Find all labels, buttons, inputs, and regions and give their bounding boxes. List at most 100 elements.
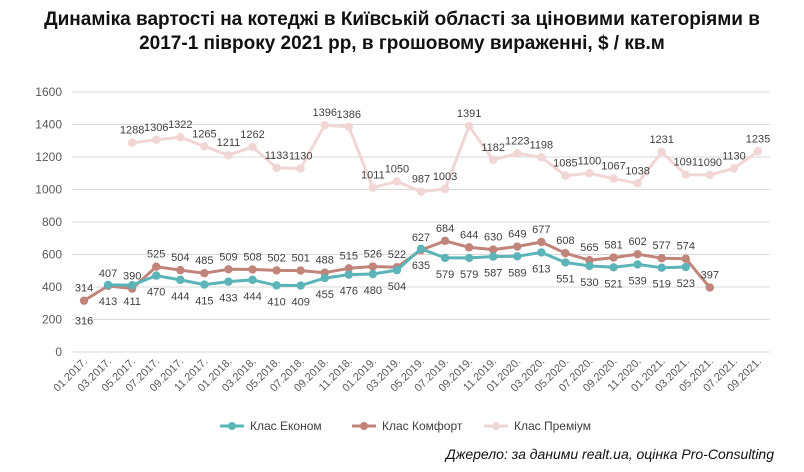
y-tick-label: 1600 [35, 85, 62, 99]
data-label: 551 [556, 273, 574, 285]
series-1-point [633, 249, 642, 259]
legend-label: Клас Комфорт [382, 419, 463, 433]
series-0-point [416, 244, 426, 254]
data-label: 1396 [312, 107, 336, 119]
data-label: 501 [291, 253, 309, 265]
series-1-point [561, 249, 570, 258]
y-tick-label: 1000 [35, 183, 62, 197]
series-2-point [296, 164, 305, 173]
data-label: 627 [412, 232, 430, 244]
data-label: 613 [532, 263, 550, 275]
series-2-point [320, 120, 329, 130]
data-label: 1288 [120, 125, 144, 137]
data-label: 630 [484, 232, 502, 244]
series-0-point [561, 258, 570, 267]
series-0-point [537, 248, 546, 257]
series-2-point [609, 174, 618, 183]
series-0-point [440, 253, 450, 263]
series-2-point [537, 153, 546, 162]
data-label: 433 [219, 293, 237, 305]
series-2-point [176, 132, 185, 142]
data-label: 1386 [337, 109, 361, 121]
data-label: 476 [340, 286, 358, 298]
y-tick-label: 0 [55, 345, 62, 359]
chart-title: Динаміка вартості на котеджі в Київській… [0, 8, 804, 56]
chart-title-line-1: Динаміка вартості на котеджі в Київській… [44, 9, 760, 30]
series-0-point [368, 269, 378, 279]
data-label: 1050 [385, 163, 409, 175]
data-label: 1011 [361, 170, 385, 182]
data-label: 515 [340, 250, 358, 262]
series-0-point [489, 252, 498, 261]
data-label: 314 [75, 283, 93, 295]
series-1-point [681, 254, 690, 263]
data-label: 1003 [433, 171, 457, 183]
series-2-point [753, 147, 763, 156]
data-label: 444 [243, 291, 261, 303]
series-1-point [368, 262, 378, 271]
data-label: 390 [123, 271, 141, 283]
x-axis: 01.2017.03.2017.05.2017.07.2017.09.2017.… [51, 356, 764, 395]
data-label: 579 [460, 269, 478, 281]
series-2-point [272, 163, 281, 173]
series-2-point [513, 149, 522, 158]
data-label: 470 [147, 287, 165, 299]
data-label: 1090 [698, 157, 722, 169]
data-label: 581 [604, 240, 622, 252]
data-label: 577 [653, 240, 671, 252]
series-0-point [176, 275, 185, 285]
data-label: 407 [99, 268, 117, 280]
data-label: 1211 [217, 137, 241, 149]
data-label: 1262 [240, 129, 264, 141]
series-2-point [368, 183, 378, 192]
data-label: 410 [267, 296, 285, 308]
series-0-point [657, 263, 666, 272]
series-2-point [681, 170, 690, 179]
data-label: 574 [677, 241, 695, 253]
series-1-point [248, 265, 257, 274]
data-label: 504 [388, 281, 406, 293]
legend-label: Клас Економ [250, 419, 322, 433]
chart-title-line-2: 2017-1 півроку 2021 рр, в грошовому вира… [139, 33, 665, 54]
legend-item: Клас Преміум [484, 419, 591, 433]
data-label: 480 [364, 285, 382, 297]
series-1-point [609, 253, 618, 262]
legend-marker [360, 422, 368, 430]
series-0-point [633, 260, 642, 269]
series-0-point [272, 281, 281, 290]
y-tick-label: 600 [42, 248, 62, 262]
data-label: 502 [267, 252, 285, 264]
series-1-point [464, 243, 474, 252]
data-label: 444 [171, 291, 189, 303]
series-2-point [152, 135, 161, 144]
series-2-point [729, 164, 739, 173]
y-tick-label: 1200 [35, 150, 62, 164]
data-label: 1265 [192, 128, 216, 140]
data-label: 411 [123, 296, 141, 308]
series-0-point [320, 273, 329, 283]
data-label: 526 [364, 249, 382, 261]
series-0-point [248, 275, 257, 285]
series-1-point [705, 283, 715, 292]
data-label: 1231 [649, 134, 673, 146]
data-label: 1085 [553, 158, 577, 170]
legend: Клас Економ Клас Комфорт Клас Преміум [220, 419, 591, 433]
data-label: 1391 [457, 108, 481, 120]
series-1-point [489, 245, 498, 254]
data-label: 415 [195, 296, 213, 308]
series-0-point [344, 270, 353, 279]
data-label: 1235 [746, 133, 770, 145]
series-2-point [200, 142, 209, 151]
series-1-point [200, 268, 209, 278]
series-2-point [416, 187, 426, 196]
series-0-point [464, 253, 474, 263]
data-label: 677 [532, 224, 550, 236]
series-0-point [296, 281, 305, 290]
data-label: 608 [556, 235, 574, 247]
data-label: 523 [677, 278, 695, 290]
y-tick-label: 1400 [35, 118, 62, 132]
series-2-point [392, 177, 402, 186]
series-1-point [513, 242, 522, 251]
data-label: 485 [195, 255, 213, 267]
